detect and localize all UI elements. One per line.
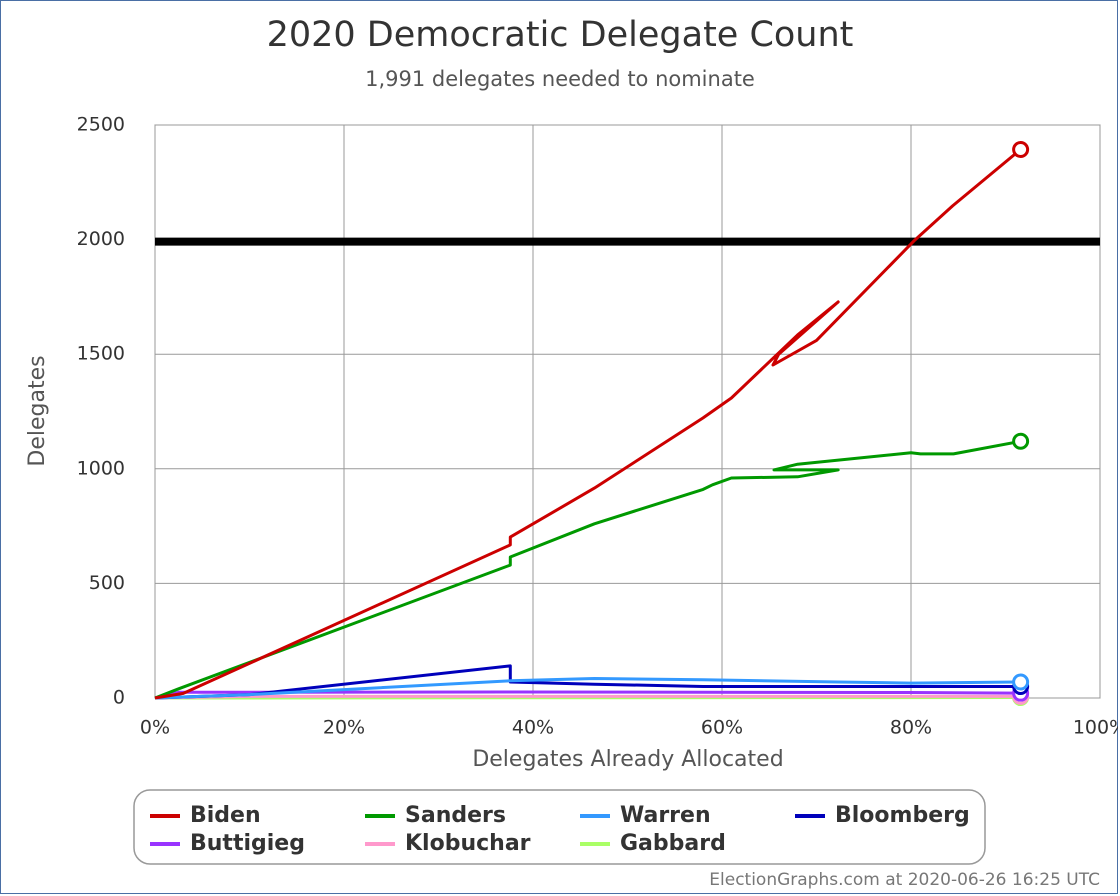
- footer: ElectionGraphs.com at 2020-06-26 16:25 U…: [709, 870, 1100, 890]
- plot-area: [154, 124, 1101, 699]
- end-marker: [1012, 141, 1030, 159]
- y-tick-label: 1000: [77, 457, 125, 479]
- x-tick-label: 60%: [701, 717, 743, 739]
- legend-label: Buttigieg: [190, 831, 305, 856]
- series-line: [154, 148, 1022, 700]
- end-marker: [1012, 432, 1030, 450]
- legend-label: Klobuchar: [405, 831, 531, 856]
- series-line: [154, 664, 1021, 700]
- legend-label: Warren: [620, 803, 711, 828]
- x-tick-label: 80%: [890, 717, 932, 739]
- legend-label: Gabbard: [620, 831, 726, 856]
- series-line: [154, 439, 1021, 700]
- y-tick-label: 2500: [77, 114, 125, 136]
- x-axis-title: Delegates Already Allocated: [472, 747, 783, 772]
- y-axis-title: Delegates: [25, 355, 50, 466]
- legend-label: Biden: [190, 803, 261, 828]
- chart-title: 2020 Democratic Delegate Count: [267, 15, 854, 55]
- legend-label: Sanders: [405, 803, 506, 828]
- x-tick-label: 40%: [512, 717, 554, 739]
- legend-box: [133, 789, 986, 865]
- legend-label: Bloomberg: [835, 803, 970, 828]
- series-line: [154, 694, 1021, 700]
- chart-subtitle: 1,991 delegates needed to nominate: [365, 67, 755, 91]
- x-tick-label: 20%: [323, 717, 365, 739]
- series-line: [154, 677, 1021, 700]
- y-tick-label: 2000: [77, 228, 125, 250]
- y-tick-label: 0: [113, 687, 125, 709]
- x-tick-label: 0%: [140, 717, 170, 739]
- y-tick-label: 500: [89, 572, 125, 594]
- y-tick-label: 1500: [77, 343, 125, 365]
- x-tick-label: 100%: [1073, 717, 1118, 739]
- end-marker: [1012, 673, 1030, 691]
